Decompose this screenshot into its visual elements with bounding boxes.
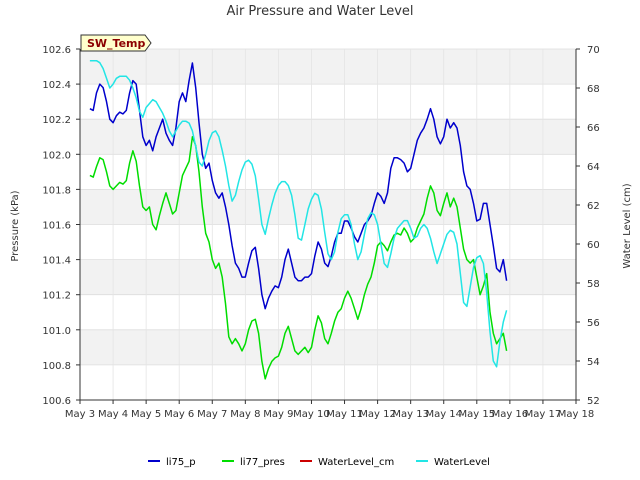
y2-tick-label-4: 60 [587, 240, 600, 251]
x-tick-label-9: May 12 [359, 409, 396, 420]
tag-label: SW_Temp [87, 37, 146, 50]
y2-tick-label-6: 64 [587, 162, 600, 173]
tag-shape [80, 34, 152, 52]
y-tick-label-3: 101.2 [42, 291, 71, 302]
y-tick-label-10: 102.6 [42, 45, 71, 56]
y-tick-label-0: 100.6 [42, 396, 71, 407]
y-tick-label-7: 102.0 [42, 150, 71, 161]
y2-tick-label-0: 52 [587, 396, 600, 407]
x-tick-label-15: May 18 [558, 409, 595, 420]
x-tick-label-3: May 6 [164, 409, 194, 420]
x-tick-label-0: May 3 [65, 409, 95, 420]
y-tick-label-6: 101.8 [42, 185, 71, 196]
x-tick-label-2: May 5 [131, 409, 161, 420]
series-line-li77_pres [89, 136, 508, 380]
legend-label-WaterLevel: WaterLevel [434, 457, 490, 468]
y-tick-label-4: 101.4 [42, 256, 71, 267]
y-tick-label-9: 102.4 [42, 80, 71, 91]
legend-label-WaterLevel_cm: WaterLevel_cm [318, 457, 394, 468]
y2-tick-label-9: 70 [587, 45, 600, 56]
legend-label-li75_p: li75_p [166, 457, 196, 468]
legend: li75_p li77_pres WaterLevel_cm WaterLevel [148, 457, 490, 468]
sw-temp-tag: SW_Temp [80, 34, 152, 52]
y-axis-title: Pressure (kPa) [10, 190, 21, 261]
plot-band-3 [80, 119, 576, 155]
x-tick-label-4: May 7 [197, 409, 227, 420]
x-tick-label-14: May 17 [525, 409, 562, 420]
x-tick-label-12: May 15 [459, 409, 496, 420]
plot-band-2 [80, 189, 576, 225]
y2-tick-label-3: 58 [587, 279, 600, 290]
y-tick-label-2: 101.0 [42, 326, 71, 337]
x-tick-label-7: May 10 [293, 409, 330, 420]
y-tick-label-8: 102.2 [42, 115, 71, 126]
y2-tick-label-8: 68 [587, 84, 600, 95]
y2-tick-label-2: 56 [587, 318, 600, 329]
y2-tick-label-1: 54 [587, 357, 600, 368]
x-tick-label-6: May 9 [263, 409, 293, 420]
x-tick-label-11: May 14 [425, 409, 462, 420]
legend-label-li77_pres: li77_pres [240, 457, 285, 468]
plot-axes: May 3 May 4 May 5 May 6 May 7 May 8 May 9 May 1… [42, 45, 599, 420]
chart-title: Air Pressure and Water Level [226, 4, 413, 19]
y-tick-label-1: 100.8 [42, 361, 71, 372]
y2-tick-label-5: 62 [587, 201, 600, 212]
series-line-WaterLevel [89, 59, 508, 368]
x-tick-label-1: May 4 [98, 409, 128, 420]
y2-tick-label-7: 66 [587, 123, 600, 134]
series-line-li75_p [89, 62, 508, 310]
y-tick-label-5: 101.6 [42, 221, 71, 232]
x-tick-label-13: May 16 [492, 409, 529, 420]
y2-axis-title: Water Level (cm) [622, 183, 633, 268]
x-tick-label-10: May 13 [392, 409, 429, 420]
plot-band-4 [80, 49, 576, 85]
plot-series [89, 59, 508, 380]
x-tick-label-5: May 8 [230, 409, 260, 420]
x-tick-label-8: May 11 [326, 409, 363, 420]
